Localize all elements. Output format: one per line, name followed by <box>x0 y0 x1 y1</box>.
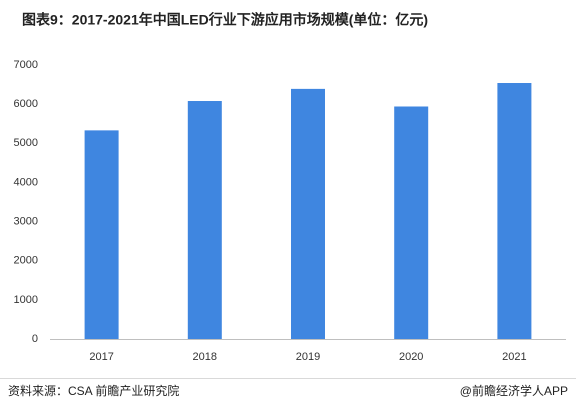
y-tick-label: 6000 <box>14 98 38 110</box>
bar <box>187 101 222 339</box>
bar <box>84 130 119 339</box>
y-tick-label: 0 <box>32 333 38 345</box>
credit: @前瞻经济学人APP <box>460 383 568 398</box>
source-note: 资料来源：CSA 前瞻产业研究院 <box>8 383 179 398</box>
bar <box>497 83 532 340</box>
x-tick-label: 2017 <box>89 351 113 363</box>
y-tick-label: 4000 <box>14 176 38 188</box>
x-tick-label: 2020 <box>399 351 423 363</box>
x-tick-label: 2019 <box>296 351 320 363</box>
chart-title: 图表9：2017-2021年中国LED行业下游应用市场规模(单位：亿元) <box>22 12 428 28</box>
y-tick-label: 1000 <box>14 294 38 306</box>
bar <box>394 106 429 340</box>
y-tick-label: 2000 <box>14 255 38 267</box>
bar <box>291 88 325 340</box>
y-tick-label: 7000 <box>14 59 38 71</box>
x-tick-label: 2018 <box>193 351 217 363</box>
y-tick-label: 5000 <box>14 137 38 149</box>
y-tick-label: 3000 <box>14 215 38 227</box>
x-tick-label: 2021 <box>502 351 526 363</box>
